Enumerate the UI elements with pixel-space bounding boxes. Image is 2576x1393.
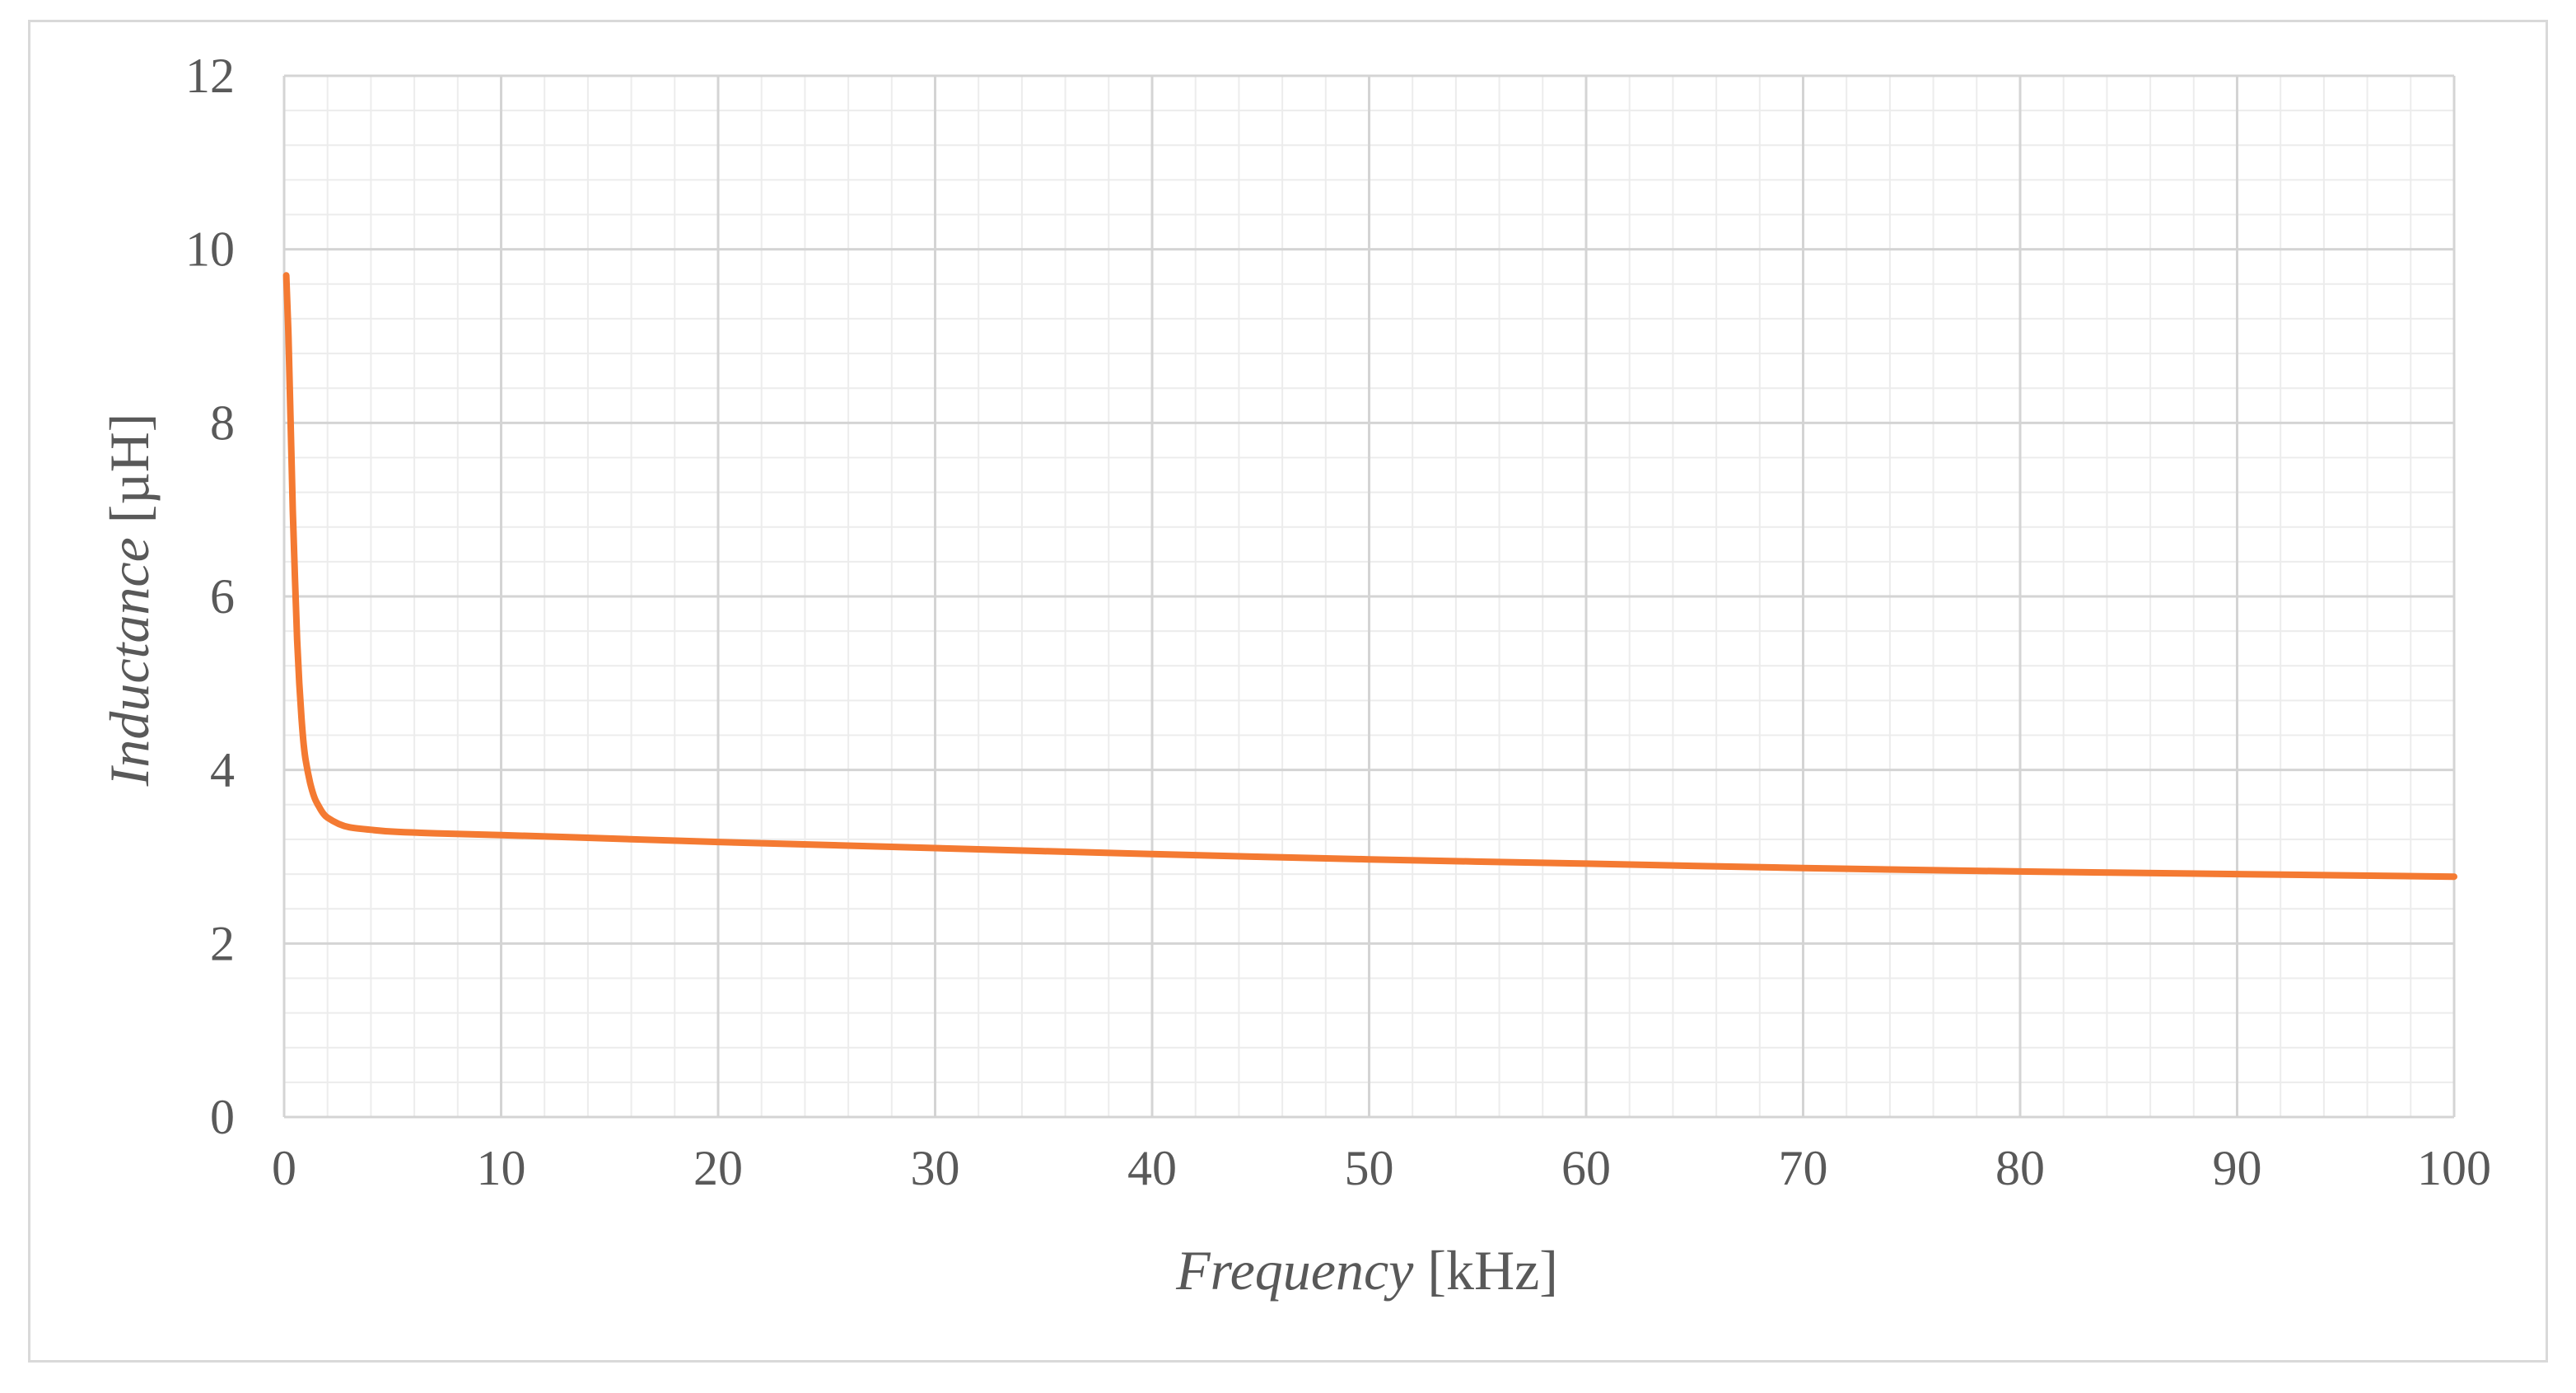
y-tick-label: 12 (185, 49, 235, 103)
y-tick-labels: 0 2 4 6 8 10 12 (185, 49, 235, 1144)
x-axis-title-quantity: Frequency (1175, 1239, 1414, 1302)
x-tick-labels: 0 10 20 30 40 50 60 70 80 90 100 (272, 1141, 2491, 1195)
x-tick-label: 20 (693, 1141, 743, 1195)
y-tick-label: 10 (185, 222, 235, 277)
inductance-series-line (282, 272, 2457, 881)
x-axis-title: Frequency [kHz] (1175, 1239, 1558, 1302)
x-tick-label: 70 (1779, 1141, 1828, 1195)
x-tick-label: 30 (911, 1141, 960, 1195)
x-tick-label: 60 (1561, 1141, 1611, 1195)
x-tick-label: 10 (477, 1141, 526, 1195)
series-layer (282, 272, 2457, 881)
major-grid (282, 74, 2456, 1119)
x-tick-label: 100 (2417, 1141, 2491, 1195)
y-axis-title: Inductance [µH] (98, 414, 161, 788)
x-axis-title-unit: [kHz] (1413, 1239, 1558, 1302)
x-tick-label: 80 (1995, 1141, 2045, 1195)
x-tick-label: 0 (272, 1141, 296, 1195)
x-tick-label: 40 (1127, 1141, 1177, 1195)
y-tick-label: 4 (210, 743, 235, 797)
y-tick-label: 8 (210, 395, 235, 450)
y-tick-label: 6 (210, 569, 235, 624)
x-tick-label: 90 (2213, 1141, 2262, 1195)
y-tick-label: 2 (210, 916, 235, 970)
x-tick-label: 50 (1345, 1141, 1394, 1195)
y-tick-label: 0 (210, 1090, 235, 1144)
y-axis-title-quantity: Inductance (98, 537, 161, 787)
chart-frame (28, 20, 2548, 1363)
y-axis-title-unit: [µH] (98, 414, 161, 538)
